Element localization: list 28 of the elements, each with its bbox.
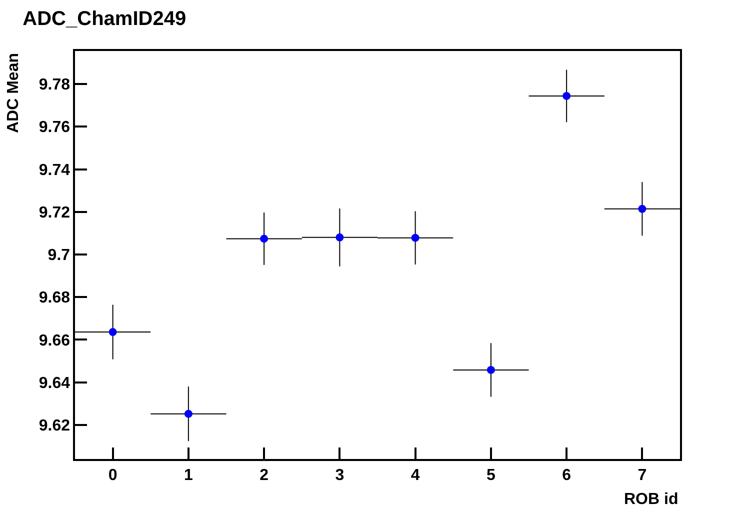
y-tick-label: 9.64 xyxy=(38,374,70,392)
y-tick-label: 9.72 xyxy=(38,204,70,222)
chart-title: ADC_ChamID249 xyxy=(22,8,186,30)
point xyxy=(108,328,117,336)
x-tick-label: 5 xyxy=(486,466,496,484)
point xyxy=(486,366,495,374)
x-tick-label: 4 xyxy=(410,466,420,484)
point xyxy=(336,233,344,242)
point xyxy=(411,234,420,242)
y-tick-label: 9.66 xyxy=(38,332,70,350)
x-tick-label: 3 xyxy=(335,466,344,484)
y-tick-label: 9.78 xyxy=(38,76,70,94)
y-tick-label: 9.62 xyxy=(38,418,70,435)
point xyxy=(562,92,571,100)
y-axis-title: ADC Mean xyxy=(5,52,22,133)
x-tick-label: 6 xyxy=(562,466,572,484)
x-axis-title: ROB id xyxy=(624,491,678,508)
x-tick-label: 2 xyxy=(260,466,269,484)
y-tick-label: 9.76 xyxy=(38,119,70,136)
y-tick-label: 9.74 xyxy=(38,162,70,179)
y-tick-label: 9.7 xyxy=(48,247,70,264)
x-tick-label: 1 xyxy=(184,466,193,484)
point xyxy=(184,410,192,418)
x-tick-label: 0 xyxy=(108,466,118,484)
y-tick-label: 9.68 xyxy=(38,290,70,307)
point xyxy=(638,204,646,213)
x-tick-label: 7 xyxy=(638,466,647,484)
point xyxy=(260,234,268,243)
